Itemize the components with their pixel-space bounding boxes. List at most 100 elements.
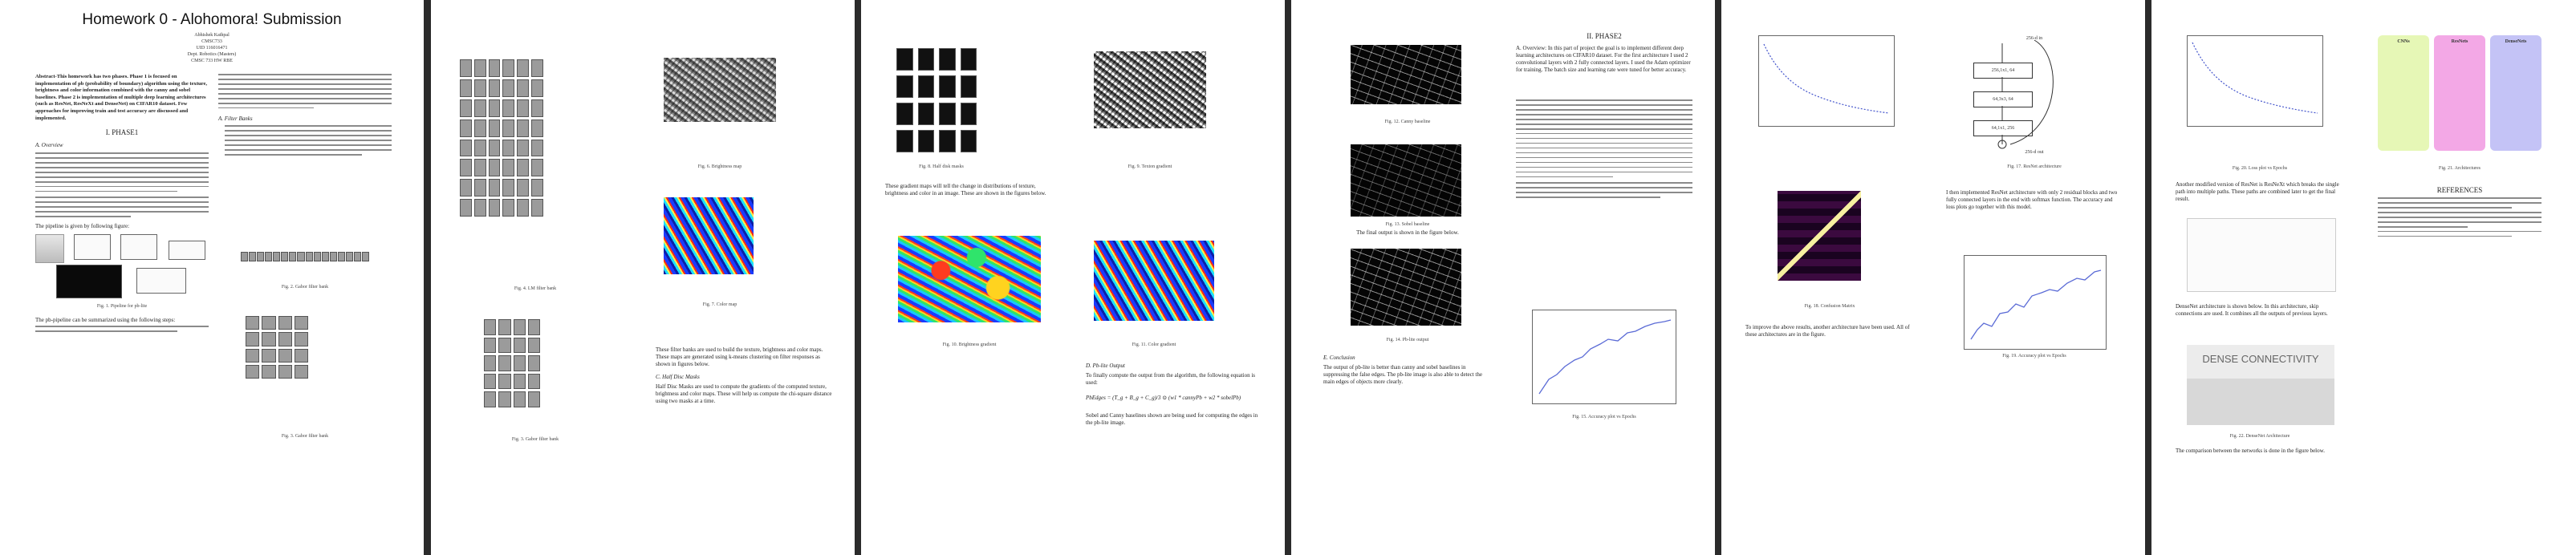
author-block: Abhishek Kathpal CMSC733 UID 116016471 D… (16, 32, 408, 64)
fig6-caption: Fig. 6. Brightness map (697, 164, 742, 169)
pb-output-thumb (56, 265, 122, 298)
page-4: Fig. 12. Canny baseline Fig. 13. Sobel b… (1291, 0, 1715, 555)
author-name: Abhishek Kathpal (194, 33, 230, 38)
arch-layer-2: 64,3x3, 64 (1973, 91, 2033, 107)
accuracy-line-2 (1970, 269, 2102, 340)
fig1-caption: Fig. 1. Pipeline for pb-lite (96, 304, 148, 309)
arch-bottom-label: 256-d out (2025, 150, 2044, 155)
fig15-caption: Fig. 15. Accuracy plot vs Epochs (1572, 415, 1636, 419)
half-disk-grid (896, 48, 977, 152)
half-disc-para: Half Disc Masks are used to compute the … (656, 383, 832, 404)
sobel-image (1351, 144, 1461, 217)
lm-filter-grid (484, 319, 540, 407)
author-uid: UID 116016471 (196, 46, 228, 51)
fig3-caption: Fig. 3. Gabor filter bank (511, 437, 559, 442)
fig14-caption: Fig. 14. Pb-lite output (1386, 338, 1429, 342)
densenet-para: DenseNet architecture is shown below. In… (2176, 303, 2328, 317)
pipeline-text (35, 326, 209, 335)
pipeline-para: The pb-pipeline can be summarized using … (35, 317, 176, 323)
section-phase2: II. PHASE2 (1587, 32, 1622, 40)
texton-gradient-image (1094, 51, 1206, 128)
densenet-box-label: DenseNets (2505, 39, 2527, 44)
arch-layer-1: 256,1x1, 64 (1973, 63, 2033, 79)
fig18-caption: Fig. 18. Confusion Matrix (1804, 304, 1855, 309)
fig13-caption: Fig. 13. Sobel baseline (1385, 222, 1430, 227)
subsection-overview: A. Overview (35, 142, 63, 148)
fig4-caption: Fig. 4. LM filter bank (514, 286, 557, 291)
input-image (35, 234, 64, 263)
abstract: Abstract-This homework has two phases. P… (35, 74, 208, 121)
overview-text (35, 152, 209, 221)
loss-chart-2 (2187, 35, 2323, 127)
improve-para: To improve the above results, another ar… (1745, 324, 1910, 338)
page-1: Homework 0 - Alohomora! Submission Abhis… (0, 0, 424, 555)
fig17-caption: Fig. 17. ResNet architecture (2007, 164, 2062, 169)
fig10-caption: Fig. 10. Brightness gradient (942, 342, 997, 347)
page-5: Fig. 16. Loss plot vs epochs 256-d in 25… (1721, 0, 2145, 555)
pb-equation: PbEdges = (T_g + B_g + C_g)/3 ⊙ (w1 * ca… (1086, 395, 1241, 401)
after-equation: Sobel and Canny baselines shown are bein… (1086, 412, 1258, 426)
phase2-text (1516, 99, 1692, 201)
right-column-text (218, 74, 392, 112)
author-dept: Dept. Robotics (Masters) (187, 52, 237, 57)
canny-image (1351, 45, 1461, 104)
maps-para: These filter banks are used to build the… (656, 346, 823, 367)
densenet-box: DenseNets (2490, 35, 2541, 151)
filter-banks-heading: A. Filter Banks (218, 115, 253, 122)
pb-output-para: To finally compute the output from the a… (1086, 372, 1256, 386)
section-phase1: I. PHASE1 (105, 128, 139, 136)
fig19-caption: Fig. 19. Accuracy plot vs Epochs (2002, 354, 2066, 359)
fig20-caption: Fig. 20. Loss plot vs Epochs (2232, 166, 2288, 171)
accuracy-line (1538, 319, 1672, 395)
pb-conclusion-para: The output of pb-lite is better than can… (1323, 364, 1482, 385)
texton-map (664, 58, 776, 122)
references-list (2378, 197, 2541, 241)
baseline-box (136, 268, 186, 294)
loss-chart (1758, 35, 1895, 127)
resnext-diagram (2187, 218, 2336, 292)
conclusion-heading: E. Conclusion (1323, 354, 1355, 361)
references-heading: REFERENCES (2436, 186, 2483, 194)
filter-bank-box (74, 234, 111, 260)
fig-grid-caption: Fig. 3. Gabor filter bank (281, 434, 329, 439)
comparison-para: The comparison between the networks is d… (2176, 448, 2325, 454)
author-course: CMSC733 (201, 39, 222, 44)
fig8-caption: Fig. 8. Half disk masks (919, 164, 964, 169)
pb-lite-output-image (1351, 249, 1461, 326)
gradient-box (169, 241, 205, 260)
loss-curve (1763, 43, 1890, 114)
dense-title: DENSE CONNECTIVITY (2202, 353, 2319, 365)
below-figure-note: The final output is shown in the figure … (1356, 229, 1459, 236)
gabor-strip (241, 252, 369, 261)
page-6: Fig. 20. Loss plot vs Epochs CNNs ResNet… (2151, 0, 2576, 555)
densenet-image: DENSE CONNECTIVITY (2187, 345, 2334, 425)
maps-box (120, 234, 157, 260)
resnext-para: Another modified version of ResNet is Re… (2176, 181, 2339, 202)
pipeline-intro: The pipeline is given by following figur… (35, 223, 130, 229)
page-3: Fig. 8. Half disk masks Fig. 9. Texton g… (861, 0, 1285, 555)
gradient-para: These gradient maps will tell the change… (885, 183, 1046, 196)
fig7-caption: Fig. 7. Color map (702, 302, 737, 307)
cnn-box: CNNs (2378, 35, 2429, 151)
paper-title: Homework 0 - Alohomora! Submission (82, 11, 342, 28)
accuracy-chart-1 (1532, 310, 1676, 404)
color-map (664, 197, 754, 274)
confusion-matrix (1778, 191, 1861, 281)
fig-strip-caption: Fig. 2. Gabor filter bank (281, 285, 329, 290)
filter-grid (246, 316, 308, 379)
arch-top-label: 256-d in (2025, 36, 2043, 41)
fig12-caption: Fig. 12. Canny baseline (1384, 120, 1431, 124)
fig11-caption: Fig. 11. Color gradient (1132, 342, 1176, 347)
author-affil: CMSC 733 HW RBE (191, 59, 233, 63)
arch-layer-3: 64,1x1, 256 (1973, 120, 2033, 136)
resnet-box-label: ResNets (2451, 39, 2468, 44)
cnn-box-label: CNNs (2397, 39, 2410, 44)
page-2: Fig. 4. LM filter bank Fig. 3. Gabor fil… (431, 0, 855, 555)
fig22-caption: Fig. 22. DenseNet Architecture (2229, 434, 2290, 439)
pb-output-heading: D. Pb-lite Output (1086, 363, 1125, 369)
resnet-box: ResNets (2434, 35, 2485, 151)
filter-banks-text (225, 125, 392, 159)
brightness-gradient-image (898, 236, 1041, 322)
accuracy-chart-2 (1964, 255, 2107, 350)
loss-curve-2 (2192, 42, 2318, 114)
